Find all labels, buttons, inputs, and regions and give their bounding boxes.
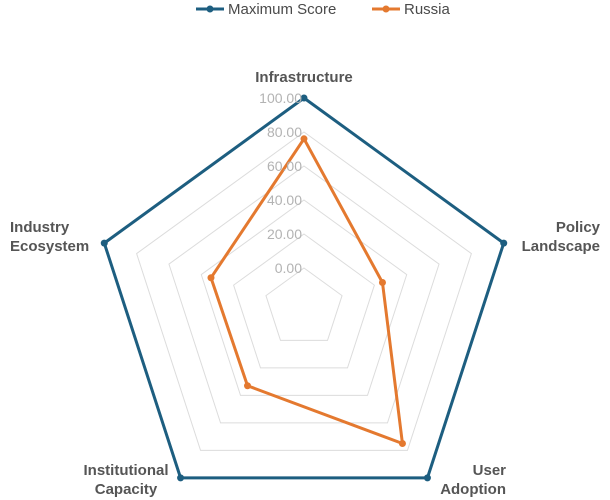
legend-item-russia[interactable]: Russia	[372, 1, 451, 18]
legend-marker-russia	[382, 5, 390, 13]
data-point-maximum-score-2[interactable]	[423, 474, 431, 482]
data-point-russia-1[interactable]	[378, 279, 386, 287]
legend-label-russia: Russia	[404, 1, 451, 18]
axis-label-4-line-1: Ecosystem	[10, 238, 89, 255]
axis-label-0-line-0: Infrastructure	[255, 69, 353, 86]
axis-label-2-line-0: User	[473, 462, 507, 479]
radial-tick-labels: 0.00 20.00 40.00 60.00 80.00 100.00	[259, 90, 302, 276]
tick-label-4: 80.00	[267, 124, 302, 140]
series-line-russia	[209, 137, 404, 446]
axis-label-2-line-1: Adoption	[440, 481, 506, 498]
gridline-2	[200, 199, 408, 396]
axis-label-3-line-1: Capacity	[95, 481, 158, 498]
legend: Maximum Score Russia	[196, 1, 451, 18]
legend-item-maximum-score[interactable]: Maximum Score	[196, 1, 336, 18]
legend-marker-maximum-score	[206, 5, 214, 13]
axis-label-3: Institutional Capacity	[84, 462, 169, 498]
data-point-russia-0[interactable]	[300, 135, 308, 143]
gridline-5	[103, 97, 505, 479]
axis-label-0: Infrastructure	[255, 69, 353, 86]
gridline-4	[136, 131, 472, 451]
data-point-maximum-score-1[interactable]	[500, 239, 508, 247]
axis-label-3-line-0: Institutional	[84, 462, 169, 479]
series-line-maximum-score	[102, 96, 506, 480]
tick-label-1: 20.00	[267, 226, 302, 242]
gridline-3	[168, 165, 440, 424]
axis-label-4-line-0: Industry	[10, 219, 70, 236]
gridline-0	[265, 267, 343, 341]
data-point-maximum-score-0[interactable]	[300, 94, 308, 102]
radar-series	[100, 94, 508, 482]
axis-label-1-line-1: Landscape	[522, 238, 600, 255]
data-point-maximum-score-4[interactable]	[100, 239, 108, 247]
tick-label-3: 60.00	[267, 158, 302, 174]
axis-label-1: Policy Landscape	[522, 219, 601, 255]
data-point-russia-3[interactable]	[244, 382, 252, 390]
tick-label-2: 40.00	[267, 192, 302, 208]
gridline-1	[233, 233, 375, 369]
tick-label-0: 0.00	[275, 260, 302, 276]
tick-label-5: 100.00	[259, 90, 302, 106]
axis-label-4: Industry Ecosystem	[10, 219, 89, 255]
axis-label-2: User Adoption	[440, 462, 506, 498]
radar-grid	[103, 97, 505, 479]
data-point-russia-2[interactable]	[398, 440, 406, 448]
data-point-russia-4[interactable]	[207, 274, 215, 282]
axis-labels: Infrastructure Policy Landscape User Adoptio…	[10, 69, 601, 498]
legend-label-maximum-score: Maximum Score	[228, 1, 336, 18]
axis-label-1-line-0: Policy	[556, 219, 601, 236]
data-point-maximum-score-3[interactable]	[177, 474, 185, 482]
